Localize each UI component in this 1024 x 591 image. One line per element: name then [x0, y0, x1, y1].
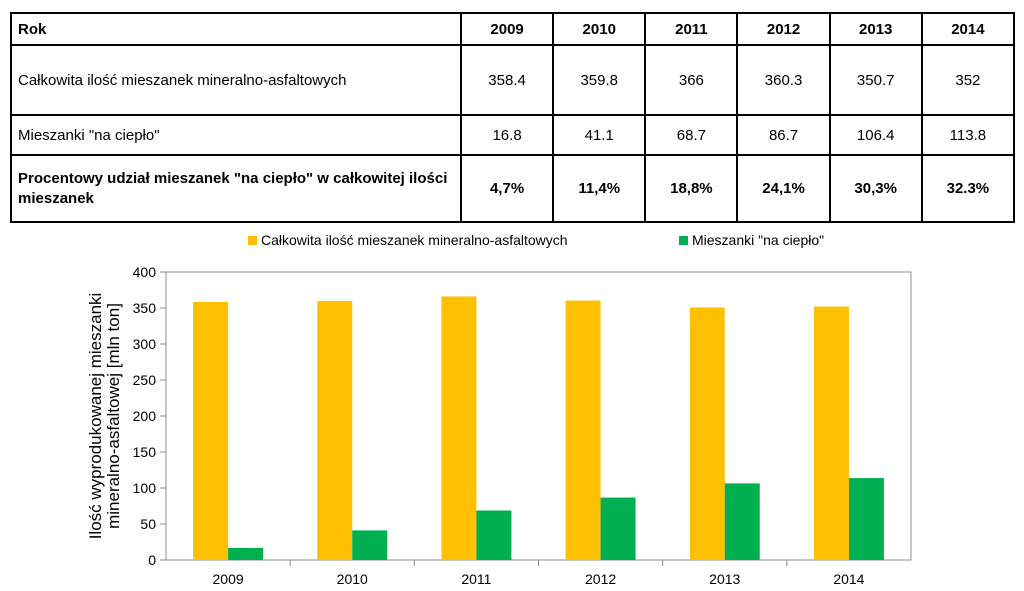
y-tick-label: 0 [148, 552, 156, 568]
header-cell-year: 2013 [828, 12, 923, 46]
legend-label: Całkowita ilość mieszanek mineralno-asfa… [261, 232, 568, 248]
x-tick-label: 2012 [585, 571, 616, 587]
table-cell: 106.4 [828, 114, 923, 156]
table-header-row: Rok 2009 2010 2011 2012 2013 2014 [10, 12, 1016, 46]
y-tick-label: 250 [133, 372, 157, 388]
row-label: Procentowy udział mieszanek "na ciepło" … [10, 154, 462, 223]
bar-series-1 [317, 300, 353, 560]
y-axis-label-line: mineralno-asfaltowej [mln ton] [104, 303, 123, 529]
table-cell: 4,7% [459, 154, 555, 223]
bar-chart: 0 50 100 150 200 250 300 350 400 Ilość wyprodukow… [86, 232, 912, 587]
header-cell-year: 2010 [552, 12, 647, 46]
table-row-percentage: Procentowy udział mieszanek "na ciepło" … [10, 154, 1016, 223]
data-table: Rok 2009 2010 2011 2012 2013 2014 Całkow… [10, 12, 1016, 223]
table-cell: 360.3 [736, 44, 831, 116]
table-row-warm-mix: Mieszanki "na ciepło" 16.8 41.1 68.7 86.… [10, 114, 1016, 156]
legend-label: Mieszanki "na ciepło" [692, 232, 824, 248]
y-tick-label: 200 [133, 408, 157, 424]
x-tick-label: 2011 [461, 571, 491, 587]
x-tick-label: 2010 [337, 571, 368, 587]
table-cell: 359.8 [552, 44, 647, 116]
bar-series-1 [689, 307, 725, 560]
table-cell: 68.7 [644, 114, 739, 156]
header-cell-year: 2014 [920, 12, 1016, 46]
row-label: Całkowita ilość mieszanek mineralno-asfa… [10, 44, 462, 116]
y-axis-label: Ilość wyprodukowanej mieszankimineralno-… [86, 293, 123, 540]
table-cell: 366 [644, 44, 739, 116]
table-cell: 11,4% [552, 154, 647, 223]
table-cell: 358.4 [459, 44, 555, 116]
x-tick-label: 2014 [833, 571, 864, 587]
table-cell: 16.8 [459, 114, 555, 156]
table-row-total: Całkowita ilość mieszanek mineralno-asfa… [10, 44, 1016, 116]
bar-series-1 [565, 300, 601, 560]
y-tick-label: 150 [133, 444, 157, 460]
table-cell: 113.8 [920, 114, 1016, 156]
bar-series-2 [476, 510, 512, 560]
y-tick-label: 300 [133, 336, 157, 352]
table-cell: 86.7 [736, 114, 831, 156]
table-cell: 350.7 [828, 44, 923, 116]
y-tick-label: 50 [140, 516, 156, 532]
row-label: Mieszanki "na ciepło" [10, 114, 462, 156]
header-cell-year: 2011 [644, 12, 739, 46]
header-cell-year: 2009 [459, 12, 555, 46]
table-cell: 30,3% [828, 154, 923, 223]
bar-series-1 [193, 301, 229, 560]
table-cell: 41.1 [552, 114, 647, 156]
bar-series-1 [441, 296, 477, 560]
x-tick-label: 2009 [213, 571, 244, 587]
bar-series-2 [724, 483, 760, 560]
table-cell: 32.3% [920, 154, 1016, 223]
y-tick-label: 350 [133, 300, 157, 316]
legend-swatch [248, 236, 257, 245]
plot-area [165, 271, 912, 561]
table-cell: 18,8% [644, 154, 739, 223]
bar-series-2 [848, 478, 884, 560]
bar-series-2 [600, 497, 636, 560]
y-tick-label: 100 [133, 480, 157, 496]
bar-series-1 [813, 306, 849, 560]
bar-series-2 [352, 530, 388, 560]
x-tick-label: 2013 [709, 571, 740, 587]
y-tick-label: 400 [133, 264, 157, 280]
y-axis-label-line: Ilość wyprodukowanej mieszanki [86, 293, 105, 540]
legend-swatch [679, 236, 688, 245]
bar-series-2 [228, 547, 264, 560]
header-cell-rok: Rok [10, 12, 462, 46]
table-cell: 24,1% [736, 154, 831, 223]
header-cell-year: 2012 [736, 12, 831, 46]
table-cell: 352 [920, 44, 1016, 116]
